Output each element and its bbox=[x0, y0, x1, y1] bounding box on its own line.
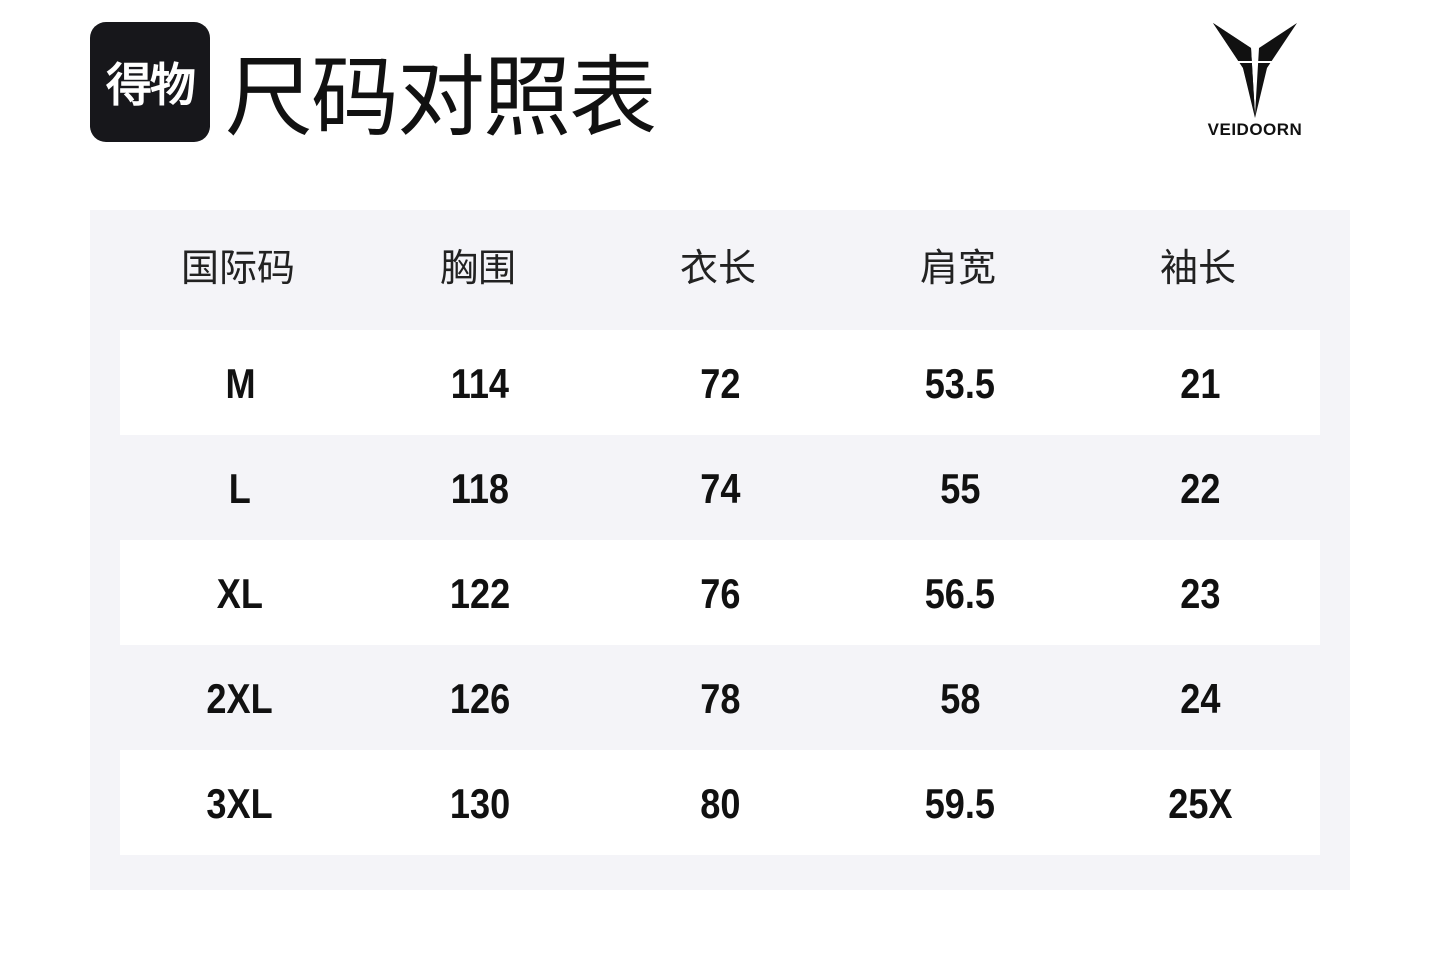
cell-value: 118 bbox=[450, 465, 510, 512]
cell-value: 55 bbox=[939, 465, 981, 512]
table-row: L 118 74 55 22 bbox=[120, 435, 1320, 540]
table-cell: 114 bbox=[360, 330, 600, 435]
table-cell: 130 bbox=[360, 750, 600, 855]
column-header: 衣长 bbox=[679, 246, 756, 290]
table-cell: 55 bbox=[840, 435, 1080, 540]
table-cell: M bbox=[120, 330, 360, 435]
cell-value: 3XL bbox=[206, 780, 274, 827]
table-cell: 59.5 bbox=[840, 750, 1080, 855]
table-cell: 76 bbox=[600, 540, 840, 645]
table-row: XL 122 76 56.5 23 bbox=[120, 540, 1320, 645]
table-row: M 114 72 53.5 21 bbox=[120, 330, 1320, 435]
cell-value: 80 bbox=[699, 780, 741, 827]
table-cell: 74 bbox=[600, 435, 840, 540]
cell-value: 78 bbox=[699, 675, 741, 722]
cell-value: 114 bbox=[450, 360, 510, 407]
cell-value: XL bbox=[216, 570, 264, 617]
column-header: 胸围 bbox=[439, 246, 516, 290]
cell-value: 23 bbox=[1179, 570, 1221, 617]
table-cell: 3XL bbox=[120, 750, 360, 855]
cell-value: 59.5 bbox=[924, 780, 996, 827]
table-cell: 122 bbox=[360, 540, 600, 645]
cell-value: 58 bbox=[939, 675, 981, 722]
cell-value: L bbox=[228, 465, 252, 512]
table-header: 国际码 胸围 衣长 肩宽 袖长 bbox=[118, 210, 1318, 330]
table-cell: 25X bbox=[1080, 750, 1320, 855]
table-cell: 126 bbox=[360, 645, 600, 750]
table-cell: XL bbox=[120, 540, 360, 645]
cell-value: 126 bbox=[449, 675, 511, 722]
table-cell: 72 bbox=[600, 330, 840, 435]
cell-value: M bbox=[224, 360, 256, 407]
column-header: 肩宽 bbox=[919, 246, 996, 290]
table-cell: 21 bbox=[1080, 330, 1320, 435]
table-cell: 2XL bbox=[120, 645, 360, 750]
table-cell: 58 bbox=[840, 645, 1080, 750]
table-cell: 24 bbox=[1080, 645, 1320, 750]
cell-value: 21 bbox=[1179, 360, 1221, 407]
column-header: 国际码 bbox=[180, 246, 295, 290]
brand-logo: VEIDOORN bbox=[1190, 20, 1320, 145]
cell-value: 25X bbox=[1167, 780, 1233, 827]
table-row: 2XL 126 78 58 24 bbox=[120, 645, 1320, 750]
cell-value: 53.5 bbox=[924, 360, 996, 407]
column-header: 袖长 bbox=[1159, 246, 1236, 290]
table-cell: 78 bbox=[600, 645, 840, 750]
cell-value: 130 bbox=[449, 780, 511, 827]
table-row: 3XL 130 80 59.5 25X bbox=[120, 750, 1320, 855]
cell-value: 56.5 bbox=[924, 570, 996, 617]
cell-value: 22 bbox=[1179, 465, 1221, 512]
cell-value: 74 bbox=[699, 465, 741, 512]
dewu-app-logo: 得物 bbox=[90, 22, 210, 142]
table-cell: 22 bbox=[1080, 435, 1320, 540]
size-chart-table: 国际码 胸围 衣长 肩宽 袖长 M 114 72 53.5 21 L 118 74 55 22 XL… bbox=[90, 210, 1350, 890]
table-cell: L bbox=[120, 435, 360, 540]
brand-name: VEIDOORN bbox=[1207, 120, 1303, 139]
table-cell: 23 bbox=[1080, 540, 1320, 645]
table-cell: 80 bbox=[600, 750, 840, 855]
table-cell: 53.5 bbox=[840, 330, 1080, 435]
veidoorn-v-icon bbox=[1213, 23, 1297, 118]
page-title: 尺码对照表 bbox=[225, 46, 657, 149]
cell-value: 122 bbox=[449, 570, 511, 617]
cell-value: 76 bbox=[699, 570, 741, 617]
cell-value: 2XL bbox=[206, 675, 274, 722]
cell-value: 72 bbox=[699, 360, 741, 407]
table-cell: 118 bbox=[360, 435, 600, 540]
table-cell: 56.5 bbox=[840, 540, 1080, 645]
cell-value: 24 bbox=[1179, 675, 1221, 722]
